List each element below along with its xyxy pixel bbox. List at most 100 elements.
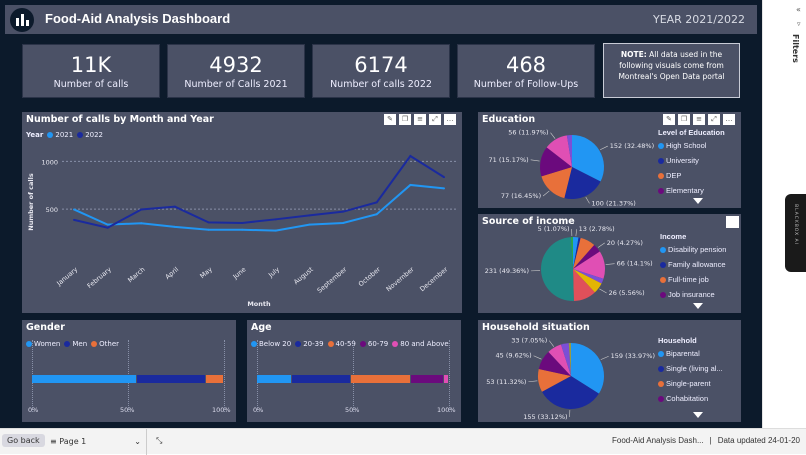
data-point [443,176,445,178]
x-tick-label: February [86,265,113,290]
age-title: Age [251,322,272,333]
education-panel[interactable]: Education ✎❐≡⤢… 152 (32.48%)100 (21.37%)… [478,112,741,208]
y-tick-label: 500 [46,206,58,214]
legend-item[interactable]: University [658,156,725,165]
legend-item[interactable]: Single (living al... [658,364,723,373]
page-selector[interactable]: ≡ Page 1⌄ [50,437,141,446]
legend-item[interactable]: Men [64,340,87,348]
x-tick-label: March [126,265,146,284]
x-tick-label: August [292,265,315,286]
bar-segment-20-39[interactable] [292,375,352,383]
legend-item[interactable]: Job insurance [660,290,726,299]
tick-label: 50% [345,406,359,414]
focus-button[interactable] [726,216,739,228]
data-label: 53 (11.32%) [486,378,526,386]
status-bar: Go back ≡ Page 1⌄ ⤡ Food-Aid Analysis Da… [0,428,806,454]
legend-scroll-down-icon[interactable] [693,198,703,204]
leader-line [551,133,556,139]
page-title: Food-Aid Analysis Dashboard [45,11,230,26]
bar-segment-40-59[interactable] [351,375,411,383]
filters-pane[interactable]: « ▿ Filters BLACKBOX AI [762,0,806,428]
leader-line [576,229,577,236]
collapse-icon[interactable]: « [796,5,801,14]
blackbox-label: BLACKBOX AI [793,204,798,245]
legend-item[interactable]: Cohabitation [658,394,723,403]
legend-scroll-down-icon[interactable] [693,412,703,418]
data-point [107,227,109,229]
focus-icon[interactable]: ⤢ [708,114,720,125]
go-back-button[interactable]: Go back [2,434,45,447]
legend-item[interactable]: 60-79 [360,340,388,348]
legend-item[interactable]: Family allowance [660,260,726,269]
kpi-value: 6174 [313,53,449,77]
pin-icon[interactable]: ✎ [663,114,675,125]
legend-item[interactable]: Full-time job [660,275,726,284]
legend-item[interactable]: Biparental [658,349,723,358]
data-label: 231 (49.36%) [485,267,529,275]
bar-segment-men[interactable] [137,375,206,383]
x-tick-label: December [418,265,449,293]
leader-line [598,243,605,248]
kpi-value: 468 [458,53,594,77]
data-point [409,155,411,157]
y-axis-title: Number of calls [27,173,35,231]
line-series-2022 [74,156,444,228]
bar-segment-below-20[interactable] [257,375,292,383]
data-updated: Data updated 24-01-20 [718,436,800,445]
leader-line [531,160,540,161]
bar-segment-60-79[interactable] [411,375,445,383]
income-panel[interactable]: Source of income 13 (2.78%)20 (4.27%)66 … [478,214,741,313]
note-bold: NOTE: [621,50,647,59]
more-icon[interactable]: … [723,114,735,125]
data-label: 20 (4.27%) [607,239,643,247]
household-panel[interactable]: Household situation 159 (33.97%)155 (33.… [478,320,741,422]
copy-icon[interactable]: ❐ [678,114,690,125]
leader-line [599,289,606,293]
data-label: 5 (1.07%) [538,225,570,233]
data-label: 159 (33.97%) [611,352,655,360]
data-point [409,184,411,186]
filter-icon[interactable]: ≡ [693,114,705,125]
data-point [73,208,75,210]
data-point [140,208,142,210]
legend-item[interactable]: 40-59 [328,340,356,348]
data-label: 13 (2.78%) [579,225,615,233]
tick-label: 100% [437,406,456,414]
legend-item[interactable]: 80 and Above [392,340,449,348]
leader-line [534,356,542,359]
bar-segment-80-and-above[interactable] [444,375,449,383]
bar-segment-women[interactable] [32,375,137,383]
leader-line [528,381,537,382]
kpi-card-calls-2021[interactable]: 4932 Number of Calls 2021 [167,44,305,98]
kpi-label: Number of Calls 2021 [168,79,304,90]
data-point [208,229,210,231]
footer-info: Food-Aid Analysis Dash... | Data updated… [612,436,800,445]
legend-scroll-down-icon[interactable] [693,303,703,309]
leader-line [606,264,615,265]
bar-segment-other[interactable] [206,375,224,383]
legend-item[interactable]: Disability pension [660,245,726,254]
leader-line [600,146,608,150]
legend-item[interactable]: High School [658,141,725,150]
legend-item[interactable]: Elementary [658,186,725,195]
legend-item[interactable]: Single-parent [658,379,723,388]
filters-label[interactable]: Filters [791,34,800,63]
legend-item[interactable]: Other [91,340,119,348]
year-label: YEAR 2021/2022 [653,13,745,26]
line-chart-panel[interactable]: Number of calls by Month and Year ✎❐≡⤢… … [22,112,462,313]
legend-item[interactable]: 20-39 [295,340,323,348]
fit-page-icon[interactable]: ⤡ [156,436,162,446]
x-tick-label: July [266,265,281,279]
blackbox-ai-widget[interactable]: BLACKBOX AI [785,194,806,272]
legend-item[interactable]: DEP [658,171,725,180]
data-point [174,226,176,228]
data-point [342,211,344,213]
header-bar: Food-Aid Analysis Dashboard YEAR 2021/20… [5,5,757,34]
kpi-value: 4932 [168,53,304,77]
